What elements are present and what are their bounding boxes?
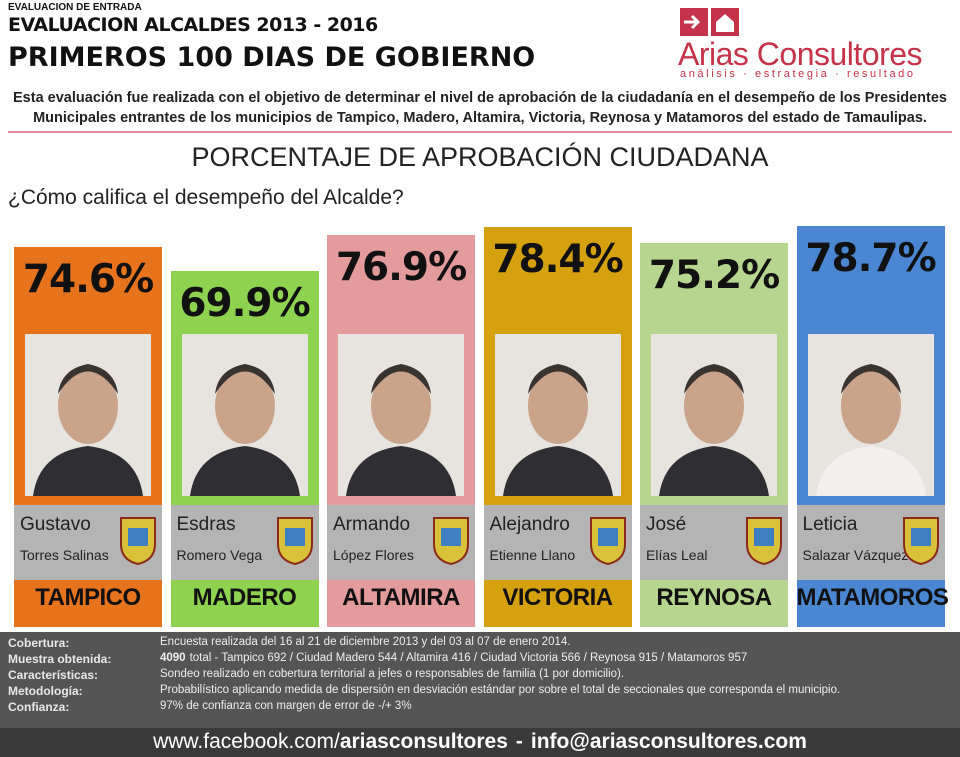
footer-label: Muestra obtenida: [8, 652, 112, 666]
footer-label: Metodología: [8, 684, 83, 698]
value-label: 76.9% [335, 244, 467, 290]
footer-detail: total - Tampico 692 / Ciudad Madero 544 … [189, 652, 748, 664]
logo-name: Arias Consultores [678, 36, 923, 72]
footer-detail: Sondeo realizado en cobertura territoria… [160, 668, 625, 680]
first-name: José [646, 514, 687, 535]
footer-detail: Probabilístico aplicando medida de dispe… [160, 684, 841, 696]
last-name: Romero Vega [176, 547, 263, 563]
footer-detail: 97% de confianza con margen de error de … [160, 700, 412, 712]
first-name: Armando [333, 514, 411, 535]
footer-text: Probabilístico aplicando medida de dispe… [160, 684, 840, 696]
city-label: REYNOSA [656, 584, 772, 611]
first-name: Gustavo [20, 514, 91, 535]
footer-lead: 4090 [160, 652, 186, 664]
portrait-figure [815, 364, 926, 496]
contact-separator: - [515, 730, 523, 753]
portrait-figure [189, 364, 300, 496]
municipal-logo [431, 514, 471, 571]
logo-icon [680, 8, 739, 36]
contact-email: info@ariasconsultores.com [530, 730, 807, 753]
footer-text: Sondeo realizado en cobertura territoria… [160, 668, 624, 680]
shield [276, 517, 313, 566]
value-label: 69.9% [179, 280, 310, 326]
footer-detail: Encuesta realizada del 16 al 21 de dicie… [160, 636, 571, 648]
shield [589, 517, 626, 566]
footer-label: Cobertura: [8, 636, 70, 650]
last-name: Salazar Vázquez [802, 547, 909, 563]
municipal-logo [901, 514, 941, 571]
description: Esta evaluación fue realizada con el obj… [13, 90, 947, 106]
portrait [494, 334, 621, 496]
portrait [181, 334, 308, 496]
last-name: López Flores [333, 547, 414, 563]
subtitle: PRIMEROS 100 DIAS DE GOBIERNO [8, 42, 536, 73]
portrait-figure [659, 364, 769, 496]
first-name: Leticia [802, 514, 858, 535]
portrait-figure [502, 364, 613, 496]
footer-text: Encuesta realizada del 16 al 21 de dicie… [160, 636, 570, 648]
contact: www.facebook.com/ariasconsultores - info@a… [0, 728, 960, 757]
value-label: 74.6% [22, 256, 154, 302]
municipal-logo [118, 514, 158, 571]
portrait [338, 334, 464, 496]
footer [0, 632, 960, 728]
shield [746, 517, 782, 566]
contact-prefix: www.facebook.com/ [153, 730, 340, 753]
question: ¿Cómo califica el desempeño del Alcalde? [8, 186, 404, 209]
municipal-logo [275, 514, 315, 571]
city-label: MATAMOROS [796, 584, 949, 611]
city-label: TAMPICO [35, 584, 141, 611]
divider [8, 131, 952, 133]
city-label: VICTORIA [502, 584, 613, 611]
city-label: ALTAMIRA [342, 584, 460, 611]
value-label: 78.4% [492, 237, 623, 283]
city-label: MADERO [192, 584, 297, 611]
value-label: 75.2% [648, 253, 780, 299]
last-name: Elías Leal [646, 547, 708, 563]
description: Municipales entrantes de los municipios … [33, 110, 927, 126]
first-name: Esdras [176, 514, 236, 535]
footer-label: Confianza: [8, 700, 70, 714]
municipal-logo [588, 514, 628, 571]
title: EVALUACION ALCALDES 2013 - 2016 [8, 14, 378, 36]
footer-text: 4090 total - Tampico 692 / Ciudad Madero … [160, 652, 747, 664]
first-name: Alejandro [489, 514, 570, 535]
shield [120, 517, 156, 566]
portrait-figure [346, 364, 456, 496]
shield [902, 517, 939, 566]
last-name: Etienne Llano [489, 547, 576, 563]
portrait [25, 334, 151, 496]
portrait [651, 334, 777, 496]
chart-title: PORCENTAJE DE APROBACIÓN CIUDADANA [191, 142, 769, 172]
footer-label: Características: [8, 668, 99, 682]
portrait-figure [33, 364, 143, 496]
last-name: Torres Salinas [20, 547, 109, 563]
municipal-logo [744, 514, 784, 571]
value-label: 78.7% [805, 235, 936, 281]
portrait [807, 334, 934, 496]
kicker: EVALUACION DE ENTRADA [8, 2, 142, 13]
contact-handle: ariasconsultores [339, 730, 508, 753]
logo-tagline: análisis · estrategia · resultado [680, 68, 916, 80]
shield [433, 517, 469, 566]
footer-text: 97% de confianza con margen de error de … [160, 700, 412, 712]
